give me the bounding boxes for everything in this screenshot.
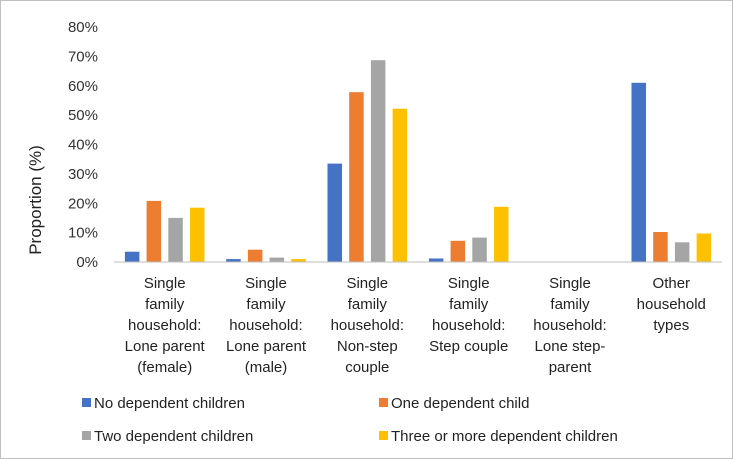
category-label-line: family [348, 296, 388, 313]
category-label-line: Other [653, 275, 691, 292]
bar [653, 232, 668, 262]
category-label-line: household: [432, 317, 505, 334]
category-label-line: Single [144, 275, 186, 292]
bar [291, 259, 306, 262]
category-label-line: Single [448, 275, 490, 292]
category-label-line: Non-step [337, 338, 398, 355]
legend-item: Three or more dependent children [379, 428, 618, 445]
legend-item: Two dependent children [82, 428, 253, 445]
y-tick-label: 30% [68, 166, 98, 183]
bar [327, 163, 342, 262]
bar [168, 217, 183, 262]
bar [370, 60, 386, 263]
y-tick-label: 20% [68, 195, 98, 212]
bar [349, 92, 364, 262]
category-label-line: (male) [245, 359, 288, 376]
bar [494, 206, 509, 262]
y-axis-label: Proportion (%) [26, 145, 45, 255]
category-label-line: household: [331, 317, 404, 334]
bar [226, 259, 241, 262]
category-label: Single family household: Lone parent (male) [226, 275, 307, 376]
category-label: Other household types [637, 275, 706, 334]
bar [190, 207, 205, 262]
category-labels: Single family household: Lone parent (female… [125, 275, 706, 376]
category-label-line: Step couple [429, 338, 508, 355]
bar [146, 200, 162, 262]
legend-swatch [379, 431, 388, 440]
category-label: Single family household: Step couple [429, 275, 508, 355]
legend-item: No dependent children [82, 395, 245, 412]
bar [392, 108, 408, 262]
y-axis: 0% 10% 20% 30% 40% 50% 60% 70% 80% [68, 19, 98, 271]
category-label-line: family [145, 296, 185, 313]
category-label-line: Single [346, 275, 388, 292]
category-label-line: Lone parent [125, 338, 206, 355]
bar [247, 249, 263, 262]
bar [124, 251, 140, 262]
legend-label: No dependent children [94, 395, 245, 412]
bar [696, 233, 712, 262]
category-label-line: household: [533, 317, 606, 334]
category-label-line: Lone parent [226, 338, 307, 355]
y-tick-label: 0% [76, 254, 98, 271]
category-label: Single family household: Non-step couple [331, 275, 404, 376]
y-tick-label: 40% [68, 137, 98, 154]
category-label-line: parent [549, 359, 592, 376]
category-label-line: family [449, 296, 489, 313]
y-tick-label: 60% [68, 78, 98, 95]
y-tick-label: 80% [68, 19, 98, 36]
category-label: Single family household: Lone parent (female… [125, 275, 206, 376]
bar [674, 242, 690, 262]
category-label-line: household: [128, 317, 201, 334]
category-label-line: Single [245, 275, 287, 292]
legend-swatch [379, 398, 388, 407]
legend-label: Three or more dependent children [391, 428, 618, 445]
category-label: Single family household: Lone step-parent [533, 275, 606, 376]
category-label-line: household [637, 296, 706, 313]
legend-label: One dependent child [391, 395, 529, 412]
y-tick-label: 10% [68, 225, 98, 242]
y-tick-label: 50% [68, 107, 98, 124]
category-label-line: Lone step- [535, 338, 606, 355]
category-label-line: family [246, 296, 286, 313]
legend-label: Two dependent children [94, 428, 253, 445]
category-label-line: household: [229, 317, 302, 334]
legend-swatch [82, 431, 91, 440]
bars [124, 60, 712, 263]
category-label-line: Single [549, 275, 591, 292]
category-label-line: family [550, 296, 590, 313]
y-tick-label: 70% [68, 48, 98, 65]
bar [631, 82, 646, 262]
category-label-line: couple [345, 359, 389, 376]
bar [269, 257, 285, 262]
bar [428, 258, 444, 262]
category-label-line: (female) [137, 359, 192, 376]
bar [472, 237, 487, 262]
legend-swatch [82, 398, 91, 407]
legend: No dependent children One dependent child… [82, 395, 618, 445]
bar [450, 240, 466, 262]
legend-item: One dependent child [379, 395, 529, 412]
category-label-line: types [653, 317, 689, 334]
